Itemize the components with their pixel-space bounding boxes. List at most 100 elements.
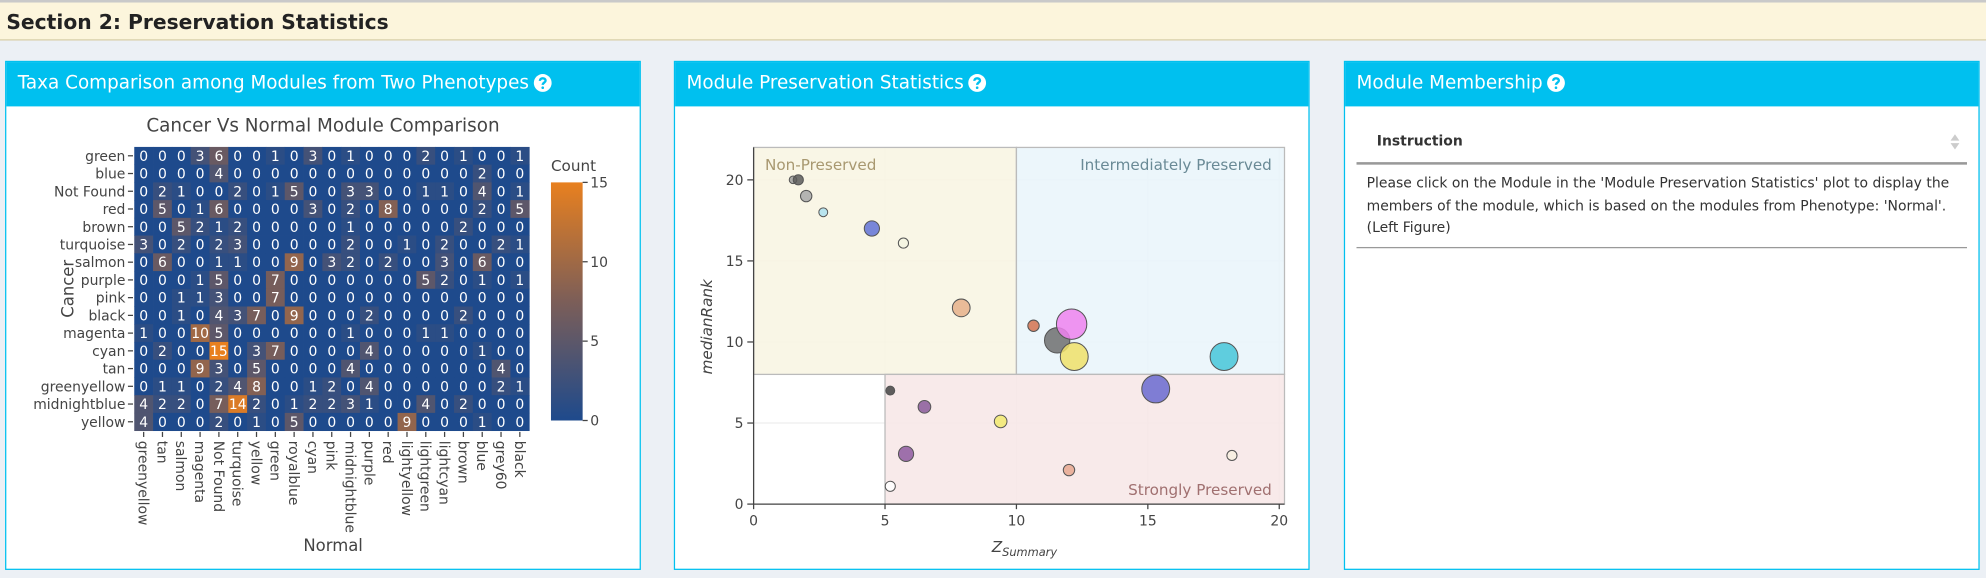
heat-cell (341, 377, 361, 396)
help-icon[interactable] (533, 73, 552, 92)
cell-label: 0 (497, 308, 506, 324)
help-icon[interactable] (968, 73, 987, 92)
x-axis-title-main: Z (991, 538, 1003, 556)
cell-label: 0 (139, 202, 148, 218)
bubble (1141, 374, 1171, 404)
cell-label: 0 (252, 238, 261, 254)
cell-label: 0 (327, 273, 336, 289)
heat-cell (359, 341, 380, 361)
heat-cell (416, 253, 436, 272)
cell-label: 2 (365, 308, 374, 324)
cell-label: 5 (177, 220, 186, 236)
cell-label: 0 (497, 326, 506, 342)
heat-cell (247, 324, 267, 343)
cell-label: 0 (459, 326, 468, 342)
heat-cell (134, 377, 154, 396)
cell-label: 1 (196, 291, 205, 307)
cell-label: 0 (177, 167, 186, 183)
cell-label: 0 (290, 273, 299, 289)
heat-cell (209, 306, 229, 325)
heat-cell (171, 235, 192, 254)
heat-cell (416, 164, 436, 183)
heat-cell (228, 306, 248, 325)
cell-label: 0 (139, 344, 148, 360)
cell-label: 1 (403, 238, 412, 254)
cell-label: 0 (139, 184, 148, 200)
heat-cell (284, 377, 304, 396)
heat-cell (171, 377, 192, 396)
cell-label: 2 (478, 167, 487, 183)
table-header[interactable]: Instruction (1356, 120, 1967, 165)
cell-label: 0 (309, 167, 318, 183)
section-bar: Section 2: Preservation Statistics (0, 0, 1986, 41)
heat-cell (284, 306, 304, 325)
heat-cell (359, 164, 380, 183)
heat-cell (322, 306, 342, 325)
heat-cell (491, 217, 511, 236)
heat-cell (510, 395, 530, 414)
heat-cell (491, 306, 511, 325)
heat-cell (454, 341, 474, 361)
heat-cell (510, 324, 530, 343)
heat-cell (359, 217, 380, 236)
heat-cell (378, 359, 398, 378)
cell-label: 0 (515, 326, 524, 342)
heat-cell (472, 377, 493, 396)
heat-cell (435, 395, 455, 414)
heat-cell (435, 359, 455, 378)
bubble (917, 399, 932, 414)
bubble (1027, 319, 1040, 332)
cell-label: 0 (515, 167, 524, 183)
cell-label: 0 (196, 308, 205, 324)
heat-cell (322, 235, 342, 254)
y-axis-title: Cancer (58, 260, 77, 318)
cell-label: 0 (139, 220, 148, 236)
heat-cell (397, 288, 417, 307)
cell-label: 0 (290, 202, 299, 218)
bubble (818, 207, 829, 218)
cell-label: 15 (210, 344, 228, 360)
help-icon[interactable] (1546, 73, 1565, 92)
cell-label: 0 (309, 238, 318, 254)
cell-label: 0 (478, 149, 487, 165)
panel-title: Module Membership (1356, 73, 1543, 94)
cell-label: 0 (196, 167, 205, 183)
heat-cell (416, 235, 436, 254)
cell-label: 3 (346, 397, 355, 413)
heat-cell (171, 412, 192, 432)
x-tick-label: royalblue (285, 441, 301, 506)
cell-label: 2 (384, 255, 393, 271)
sort-icon[interactable] (1950, 134, 1960, 150)
heat-cell (359, 377, 380, 396)
cell-label: 2 (346, 255, 355, 271)
y-tick-label: tan (103, 362, 126, 378)
cell-label: 3 (233, 308, 242, 324)
cell-label: 9 (290, 255, 299, 271)
cell-label: 2 (459, 220, 468, 236)
cell-label: 0 (384, 415, 393, 431)
heat-cell (134, 182, 154, 201)
cell-label: 0 (403, 202, 412, 218)
cell-label: 1 (271, 184, 280, 200)
cell-label: 1 (233, 255, 242, 271)
cell-label: 2 (478, 202, 487, 218)
heat-cell (491, 288, 511, 307)
cell-label: 0 (327, 415, 336, 431)
x-tick-label: lightyellow (398, 441, 414, 516)
cell-label: 0 (365, 149, 374, 165)
heat-cell (359, 288, 380, 307)
heat-cell (190, 200, 210, 219)
cell-label: 0 (158, 273, 167, 289)
cell-label: 0 (478, 362, 487, 378)
heat-cell (435, 341, 455, 361)
cell-label: 0 (309, 362, 318, 378)
heat-cell (228, 271, 248, 290)
cell-label: 0 (421, 344, 430, 360)
heat-cell (397, 395, 417, 414)
cell-label: 0 (515, 415, 524, 431)
heat-cell (247, 395, 267, 414)
heat-cell (209, 377, 229, 396)
cell-label: 1 (478, 415, 487, 431)
cell-label: 4 (497, 362, 506, 378)
